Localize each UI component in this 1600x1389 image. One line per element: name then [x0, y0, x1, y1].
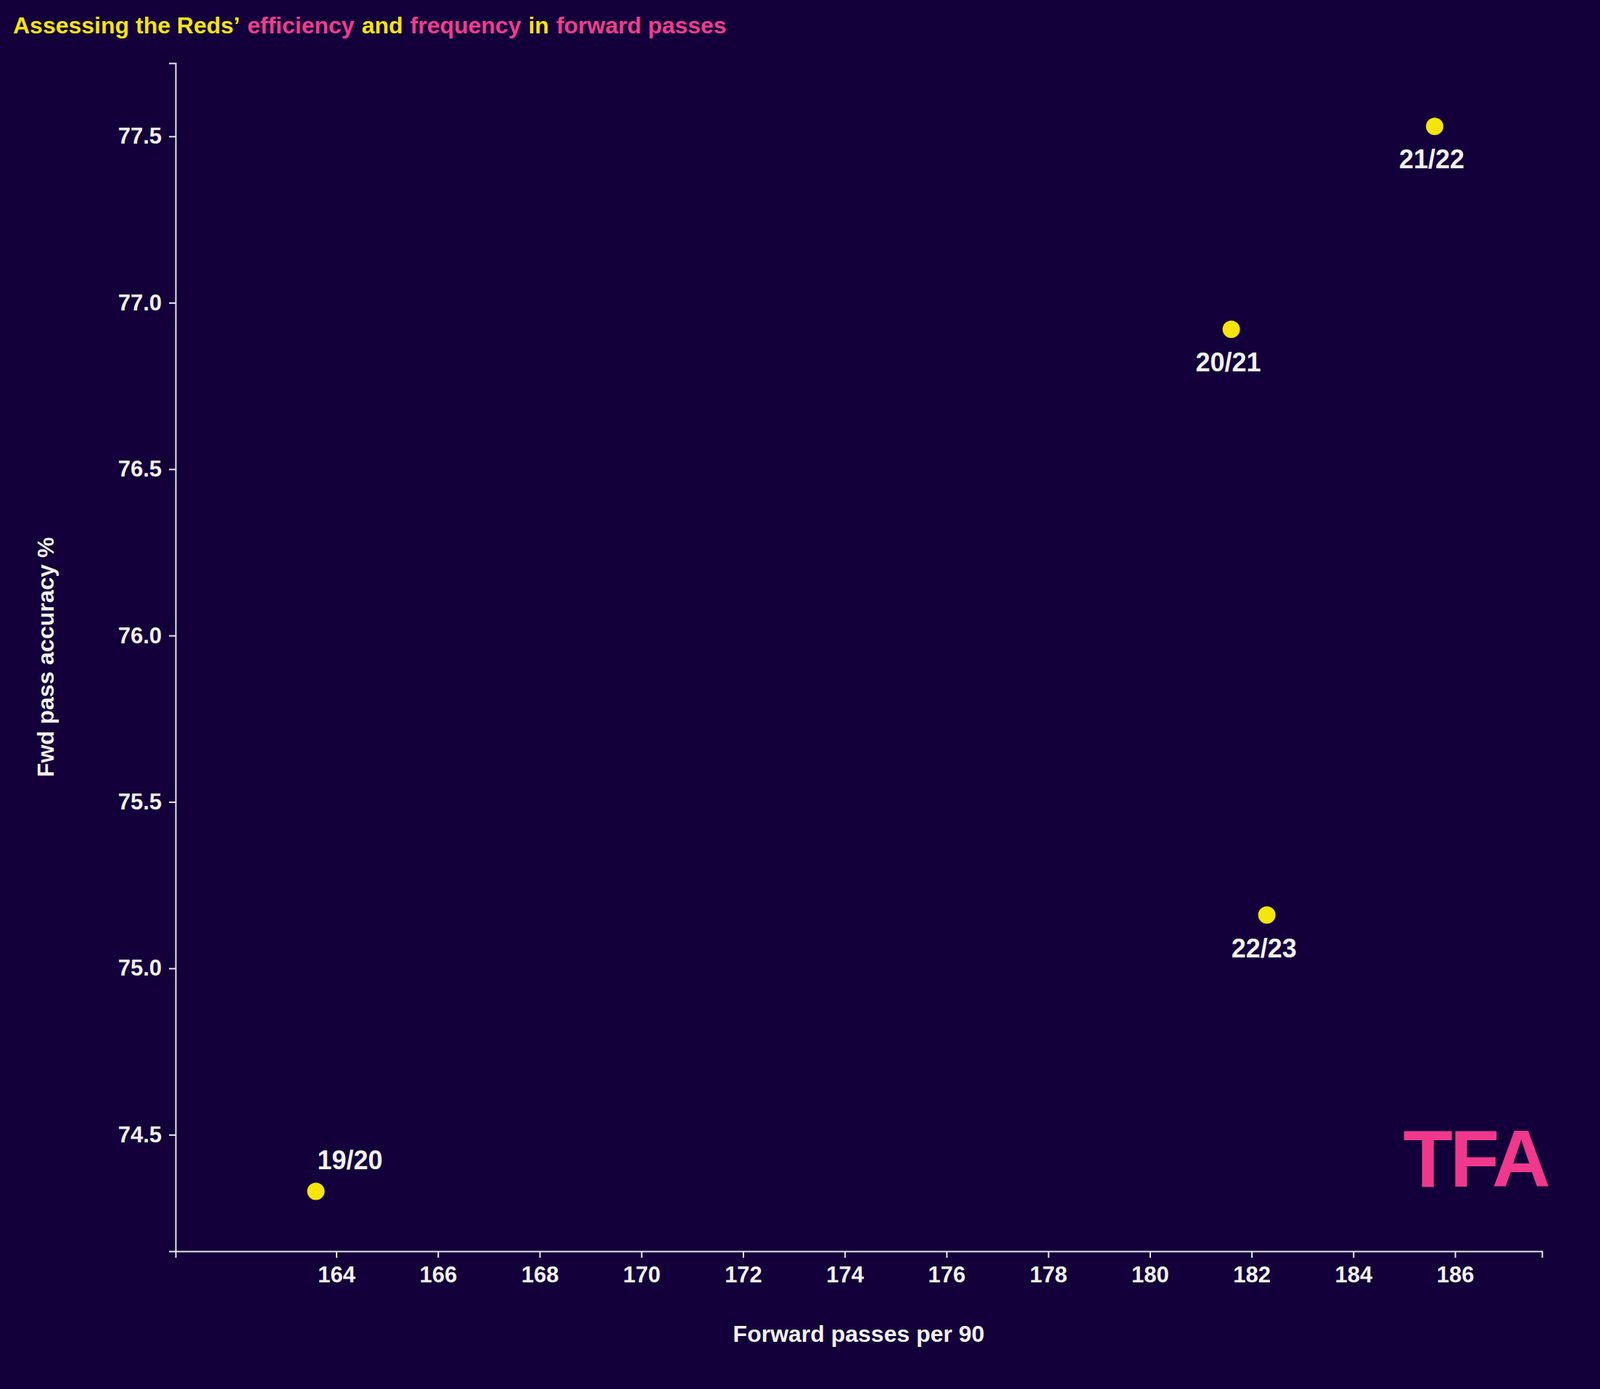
tick-mark [539, 1251, 542, 1258]
tick-mark [168, 1134, 176, 1136]
points [307, 117, 1445, 1200]
tick: 76.5 [118, 456, 176, 482]
tick-mark [335, 1251, 338, 1258]
tick: 76.0 [118, 623, 176, 649]
logo: TFA [1402, 1113, 1549, 1204]
point [1258, 906, 1276, 925]
tick: 178 [1029, 1251, 1068, 1288]
point [1222, 320, 1241, 338]
plot: 164 166 168 170 172 174 176 178 180 182 184 186 74.5… [118, 63, 1543, 1289]
tick: 176 [928, 1251, 967, 1288]
tick-mark [168, 801, 176, 803]
tick-mark [641, 1251, 643, 1258]
tick-mark [168, 635, 176, 637]
tick: 170 [623, 1251, 661, 1288]
tick-mark [844, 1251, 846, 1258]
tick-mark [1454, 1251, 1457, 1258]
tick: 186 [1436, 1251, 1475, 1288]
x-axis: 164 166 168 170 172 174 176 178 180 182 184 186 [176, 1251, 1543, 1288]
tick-label: 170 [623, 1262, 661, 1288]
tick: 182 [1233, 1251, 1271, 1288]
tick: 166 [419, 1251, 457, 1288]
tick-label: 75.5 [118, 789, 162, 815]
tick-label: 174 [826, 1262, 864, 1288]
tick-mark [168, 302, 176, 304]
tick-label: 74.5 [118, 1122, 162, 1148]
tick-label: 77.0 [118, 290, 162, 316]
title-part: Assessing the Reds’ [13, 12, 241, 39]
tick-mark [1149, 1251, 1152, 1258]
tick-mark [168, 468, 176, 470]
tick-label: 182 [1233, 1262, 1271, 1288]
tick-label: 76.0 [118, 623, 162, 649]
y-axis: 74.5 75.0 75.5 76.0 76.5 77.0 77.5 [118, 63, 177, 1252]
tick-label: 168 [521, 1262, 560, 1288]
tick: 174 [826, 1251, 864, 1288]
point-label: 20/21 [1196, 347, 1262, 378]
tick: 77.5 [118, 123, 176, 149]
axis-line [176, 1251, 1543, 1259]
tick: 168 [521, 1251, 560, 1288]
tick: 74.5 [118, 1122, 176, 1148]
point [307, 1182, 325, 1200]
tick: 172 [724, 1251, 763, 1288]
point-label: 22/23 [1231, 933, 1297, 964]
tick-label: 186 [1436, 1262, 1475, 1288]
point-label: 21/22 [1399, 144, 1465, 175]
tick-mark [945, 1251, 948, 1258]
point [1425, 117, 1444, 135]
title-part: in [528, 12, 549, 39]
tick: 184 [1335, 1251, 1373, 1288]
tick-label: 164 [317, 1262, 356, 1288]
tick-label: 75.0 [118, 955, 162, 981]
tick: 77.0 [118, 290, 176, 316]
tick: 75.0 [118, 955, 176, 981]
tick-mark [1048, 1251, 1050, 1258]
tick-label: 178 [1029, 1262, 1068, 1288]
tick-mark [168, 135, 176, 138]
tick-mark [1251, 1251, 1253, 1258]
tick: 180 [1131, 1251, 1170, 1288]
point-labels: 19/20 20/21 21/22 22/23 [317, 144, 1466, 1175]
tick-mark [742, 1251, 745, 1258]
tick: 164 [317, 1251, 356, 1288]
tick-label: 77.5 [118, 123, 162, 149]
tick-label: 166 [419, 1262, 457, 1288]
tick-label: 176 [928, 1262, 967, 1288]
tick-label: 180 [1131, 1262, 1170, 1288]
tick-mark [168, 968, 176, 970]
title-part: efficiency [247, 12, 355, 39]
chart: Assessing the Reds’efficiencyandfrequenc… [0, 0, 1600, 1389]
tick-label: 76.5 [118, 456, 162, 482]
x-axis-title: Forward passes per 90 [733, 1320, 985, 1347]
tick-mark [1352, 1251, 1355, 1258]
title-part: forward passes [556, 12, 727, 39]
y-axis-title: Fwd pass accuracy % [32, 537, 59, 778]
tick-label: 184 [1335, 1262, 1373, 1288]
axis-line [168, 63, 177, 1252]
title: Assessing the Reds’efficiencyandfrequenc… [13, 12, 727, 39]
title-part: frequency [410, 12, 522, 39]
title-part: and [361, 12, 404, 39]
point-label: 19/20 [317, 1145, 383, 1175]
tick: 75.5 [118, 789, 176, 815]
tick-mark [437, 1251, 439, 1258]
background [0, 0, 1600, 1389]
tick-label: 172 [724, 1262, 763, 1288]
